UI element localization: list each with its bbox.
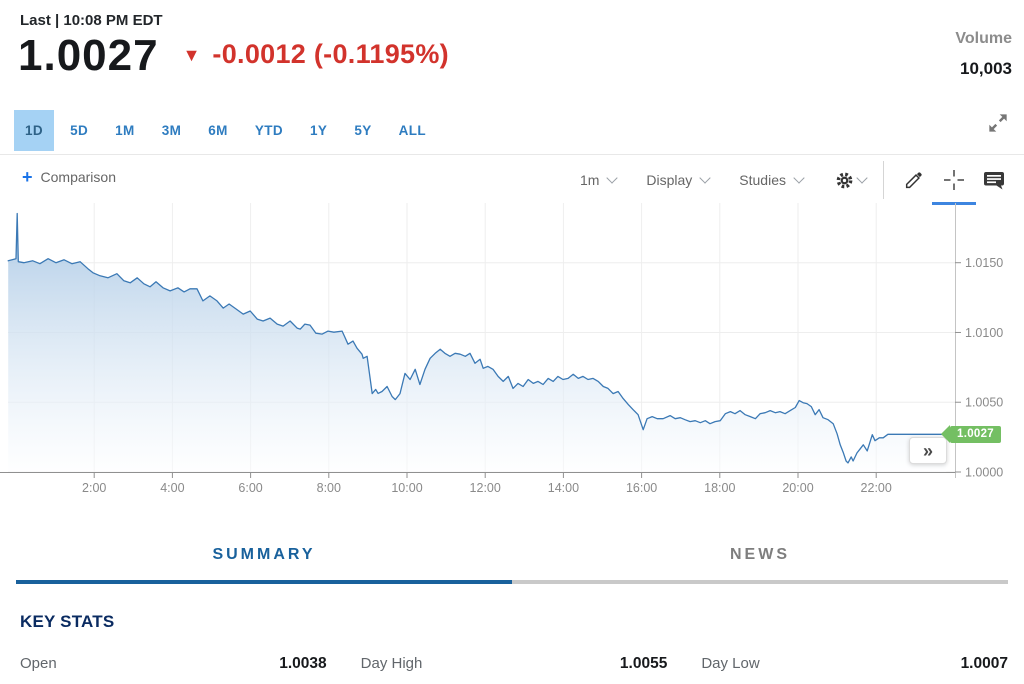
last-price: 1.0027 xyxy=(18,31,159,80)
x-tick-label: 6:00 xyxy=(238,481,262,495)
range-tab-3m[interactable]: 3M xyxy=(161,123,182,138)
range-tab-ytd[interactable]: YTD xyxy=(254,123,284,138)
x-tick-label: 20:00 xyxy=(782,481,813,495)
stat-label: Day Low xyxy=(701,655,760,672)
stat-value: 1.0007 xyxy=(960,655,1008,672)
range-tab-1y[interactable]: 1Y xyxy=(310,123,328,138)
expand-diagonal-arrows-icon xyxy=(989,114,1007,132)
inactive-tab-indicator xyxy=(512,580,1008,584)
x-tick-label: 12:00 xyxy=(470,481,501,495)
interval-dropdown[interactable]: 1m xyxy=(579,172,619,188)
down-triangle-icon: ▼ xyxy=(182,45,201,65)
last-price-tag: 1.0027 xyxy=(941,425,1001,443)
crosshair-tool-button[interactable] xyxy=(932,163,976,205)
volume-label: Volume xyxy=(955,30,1012,47)
stat-value: 1.0055 xyxy=(619,655,668,672)
volume-value: 10,003 xyxy=(960,59,1012,78)
price-area-fill xyxy=(8,213,947,472)
range-tab-all[interactable]: ALL xyxy=(398,123,427,138)
tab-news[interactable]: NEWS xyxy=(512,540,1008,580)
tab-summary[interactable]: SUMMARY xyxy=(16,540,512,580)
range-tab-5y[interactable]: 5Y xyxy=(354,123,372,138)
gear-icon xyxy=(836,172,853,188)
y-tick-label: 1.0050 xyxy=(965,396,1003,410)
x-tick-label: 22:00 xyxy=(861,481,892,495)
studies-label: Studies xyxy=(739,172,786,188)
chevron-down-icon xyxy=(793,172,805,184)
active-tab-indicator xyxy=(16,580,512,584)
x-tick-label: 16:00 xyxy=(626,481,657,495)
volume-block: Volume 10,003 xyxy=(955,30,1012,79)
price-tag-pointer xyxy=(941,425,950,443)
key-stats-row: Open 1.0038 Day High 1.0055 Day Low 1.0007 xyxy=(20,655,1008,673)
content-tab-bar: SUMMARY NEWS xyxy=(16,540,1008,584)
news-panel-icon xyxy=(984,172,1004,190)
add-comparison-button[interactable]: + Comparison xyxy=(22,168,116,186)
stat-label: Open xyxy=(20,655,57,672)
range-tab-5d[interactable]: 5D xyxy=(70,123,89,138)
chart-settings-button[interactable] xyxy=(833,163,868,197)
chevron-down-icon xyxy=(856,172,868,184)
x-tick-label: 4:00 xyxy=(160,481,184,495)
news-panel-button[interactable] xyxy=(974,163,1014,197)
last-timestamp: Last | 10:08 PM EDT xyxy=(20,12,163,29)
range-tab-bar: 1D 5D 1M 3M 6M YTD 1Y 5Y ALL xyxy=(14,110,442,151)
expand-chart-button[interactable] xyxy=(984,110,1012,138)
price-tag-value: 1.0027 xyxy=(950,425,1001,443)
x-tick-label: 18:00 xyxy=(704,481,735,495)
range-tab-1d[interactable]: 1D xyxy=(14,110,55,151)
price-chart[interactable]: 2:00 4:00 6:00 8:00 10:00 12:00 14:00 16:00 18:0… xyxy=(0,200,1024,500)
fast-forward-button[interactable]: » xyxy=(909,437,947,464)
crosshair-icon xyxy=(944,170,964,190)
comparison-label: Comparison xyxy=(40,169,116,185)
x-tick-label: 14:00 xyxy=(548,481,579,495)
stat-value: 1.0038 xyxy=(279,655,327,672)
y-tick-label: 1.0000 xyxy=(965,466,1003,480)
stat-label: Day High xyxy=(360,655,423,672)
y-tick-label: 1.0100 xyxy=(965,326,1003,340)
stat-open: Open 1.0038 xyxy=(20,655,327,673)
range-tab-1m[interactable]: 1M xyxy=(115,123,135,138)
x-tick-label: 10:00 xyxy=(391,481,422,495)
range-tab-6m[interactable]: 6M xyxy=(208,123,228,138)
y-tick-label: 1.0150 xyxy=(965,256,1003,270)
chevron-down-icon xyxy=(699,172,711,184)
display-dropdown[interactable]: Display xyxy=(646,172,711,188)
x-tick-label: 2:00 xyxy=(82,481,106,495)
price-change: -0.0012 (-0.1195%) xyxy=(212,39,449,69)
draw-tool-button[interactable] xyxy=(894,163,934,197)
stat-day-high: Day High 1.0055 xyxy=(361,655,668,673)
divider xyxy=(0,154,1024,155)
key-stats-heading: KEY STATS xyxy=(20,612,115,631)
divider xyxy=(883,161,884,199)
chevron-down-icon xyxy=(606,172,619,184)
price-chart-canvas: 2:00 4:00 6:00 8:00 10:00 12:00 14:00 16:00 18:0… xyxy=(0,203,1003,495)
x-tick-label: 8:00 xyxy=(317,481,341,495)
price-row: 1.0027 ▼ -0.0012 (-0.1195%) xyxy=(18,34,449,78)
display-label: Display xyxy=(646,172,693,188)
tab-underline xyxy=(16,580,1008,584)
draw-pencil-icon xyxy=(905,172,922,189)
interval-value: 1m xyxy=(579,172,600,188)
studies-dropdown[interactable]: Studies xyxy=(739,172,805,188)
stat-day-low: Day Low 1.0007 xyxy=(701,655,1008,673)
plus-icon: + xyxy=(22,167,33,187)
price-line xyxy=(7,212,947,464)
chart-toolbar: 1m Display Studies xyxy=(579,158,1014,205)
